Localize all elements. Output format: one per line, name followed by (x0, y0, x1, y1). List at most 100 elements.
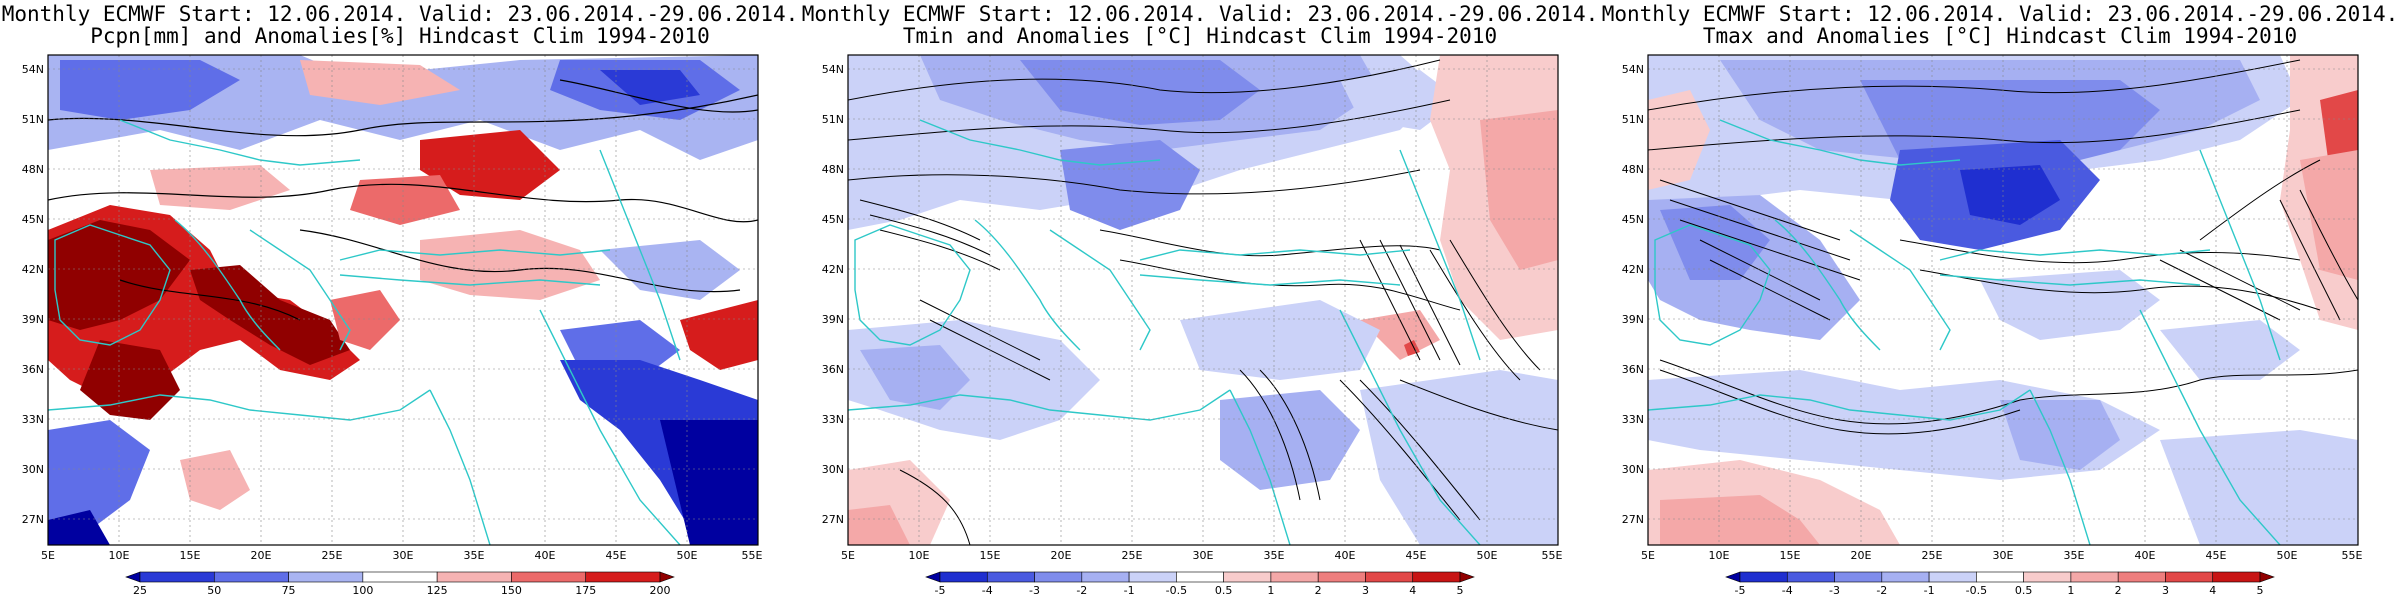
lon-label: 50E (677, 549, 698, 562)
map-frame (847, 54, 1559, 546)
coastlines (48, 119, 681, 545)
colorbar-label: -1 (1924, 584, 1935, 597)
colorbar-swatch (585, 571, 661, 583)
lon-label: 35E (1264, 549, 1285, 562)
map-svg: 54N 51N 48N 45N 42N 39N 36N 33N 30N 27N … (22, 54, 763, 597)
colorbar-arrow-low (125, 571, 141, 583)
lon-label: 40E (2135, 549, 2156, 562)
colorbar-swatch (288, 571, 364, 583)
lon-label: 20E (1851, 549, 1872, 562)
colorbar-arrow-high (1459, 571, 1475, 583)
colorbar-label: 5 (1457, 584, 1464, 597)
lat-axis: 54N 51N 48N 45N 42N 39N 36N 33N 30N 27N (22, 63, 44, 526)
colorbar: 25 50 75 100 125 150 175 200 (125, 571, 675, 597)
lon-label: 40E (535, 549, 556, 562)
graticule (1648, 55, 2358, 545)
colorbar-swatch (139, 571, 215, 583)
colorbar-label: 0.5 (2015, 584, 2033, 597)
lat-label: 30N (822, 463, 844, 476)
lon-label: 55E (2342, 549, 2363, 562)
lon-label: 45E (1406, 549, 1427, 562)
lon-label: 25E (1922, 549, 1943, 562)
lon-label: 45E (606, 549, 627, 562)
colorbar-swatch (1786, 571, 1835, 583)
lon-label: 10E (909, 549, 930, 562)
colorbar-label: -2 (1876, 584, 1887, 597)
lon-label: 20E (1051, 549, 1072, 562)
map-panel-tmax: Monthly ECMWF Start: 12.06.2014. Valid: … (1600, 0, 2400, 600)
lat-label: 42N (1622, 263, 1644, 276)
lon-axis: 5E 10E 15E 20E 25E 30E 35E 40E 45E 50E 5… (1641, 549, 2362, 562)
lat-label: 33N (22, 413, 44, 426)
lon-label: 50E (2277, 549, 2298, 562)
colorbar-label: 50 (207, 584, 221, 597)
lat-label: 36N (1622, 363, 1644, 376)
colorbar-swatch (1365, 571, 1414, 583)
colorbar-swatch (1223, 571, 1272, 583)
lat-label: 48N (1622, 163, 1644, 176)
colorbar: -5 -4 -3 -2 -1 -0.5 0.5 1 2 3 4 5 (925, 571, 1475, 597)
lat-label: 39N (22, 313, 44, 326)
colorbar-swatch (939, 571, 988, 583)
colorbar-label: 4 (2209, 584, 2216, 597)
lat-label: 48N (822, 163, 844, 176)
lat-label: 45N (22, 213, 44, 226)
lon-label: 5E (1641, 549, 1655, 562)
colorbar-label: 150 (501, 584, 522, 597)
colorbar-label: -0.5 (1966, 584, 1987, 597)
colorbar-swatch (1270, 571, 1319, 583)
lon-axis: 5E 10E 15E 20E 25E 30E 35E 40E 45E 50E 5… (841, 549, 1562, 562)
lat-label: 51N (822, 113, 844, 126)
map-field (48, 55, 758, 545)
map-svg: 54N 51N 48N 45N 42N 39N 36N 33N 30N 27N … (822, 54, 1563, 597)
colorbar-swatch (2023, 571, 2072, 583)
colorbar-label: 175 (575, 584, 596, 597)
colorbar-label: 1 (1267, 584, 1274, 597)
lat-label: 36N (22, 363, 44, 376)
graticule (48, 55, 758, 545)
lon-label: 25E (1122, 549, 1143, 562)
lon-axis: 5E 10E 15E 20E 25E 30E 35E 40E 45E 50E 5… (41, 549, 762, 562)
lat-label: 39N (822, 313, 844, 326)
lon-label: 45E (2206, 549, 2227, 562)
map-panel-precipitation: Monthly ECMWF Start: 12.06.2014. Valid: … (0, 0, 800, 600)
coastlines (1648, 119, 2281, 545)
lon-label: 35E (464, 549, 485, 562)
lat-label: 36N (822, 363, 844, 376)
colorbar-label: 200 (650, 584, 671, 597)
lon-label: 30E (393, 549, 414, 562)
colorbar-label: 125 (427, 584, 448, 597)
colorbar-swatch (1176, 571, 1224, 583)
colorbar-swatch (436, 571, 512, 583)
map-frame (1647, 54, 2359, 546)
lon-label: 15E (180, 549, 201, 562)
coastlines (848, 119, 1481, 545)
map-title-line2: Pcpn[mm] and Anomalies[%] Hindcast Clim … (90, 24, 710, 48)
colorbar-arrow-high (2259, 571, 2275, 583)
colorbar-swatch (1739, 571, 1788, 583)
colorbar-swatch (362, 571, 438, 583)
map-title-line2: Tmin and Anomalies [°C] Hindcast Clim 19… (902, 24, 1498, 48)
lon-label: 10E (109, 549, 130, 562)
colorbar-swatch (511, 571, 587, 583)
lat-label: 42N (822, 263, 844, 276)
colorbar-swatch (1834, 571, 1883, 583)
colorbar-label: 3 (1362, 584, 1369, 597)
colorbar-label: 5 (2257, 584, 2264, 597)
colorbar-swatch (1881, 571, 1930, 583)
map-panel-tmin: Monthly ECMWF Start: 12.06.2014. Valid: … (800, 0, 1600, 600)
lat-label: 27N (1622, 513, 1644, 526)
lon-label: 15E (1780, 549, 1801, 562)
lon-label: 55E (742, 549, 763, 562)
colorbar-label: -5 (935, 584, 946, 597)
colorbar-swatch (986, 571, 1035, 583)
lat-label: 45N (822, 213, 844, 226)
lon-label: 20E (251, 549, 272, 562)
lat-label: 51N (1622, 113, 1644, 126)
map-svg: 54N 51N 48N 45N 42N 39N 36N 33N 30N 27N … (1622, 54, 2363, 597)
map-title-line2: Tmax and Anomalies [°C] Hindcast Clim 19… (1702, 24, 2298, 48)
lat-label: 48N (22, 163, 44, 176)
lat-label: 54N (1622, 63, 1644, 76)
colorbar-label: 3 (2162, 584, 2169, 597)
colorbar-swatch (1928, 571, 1977, 583)
